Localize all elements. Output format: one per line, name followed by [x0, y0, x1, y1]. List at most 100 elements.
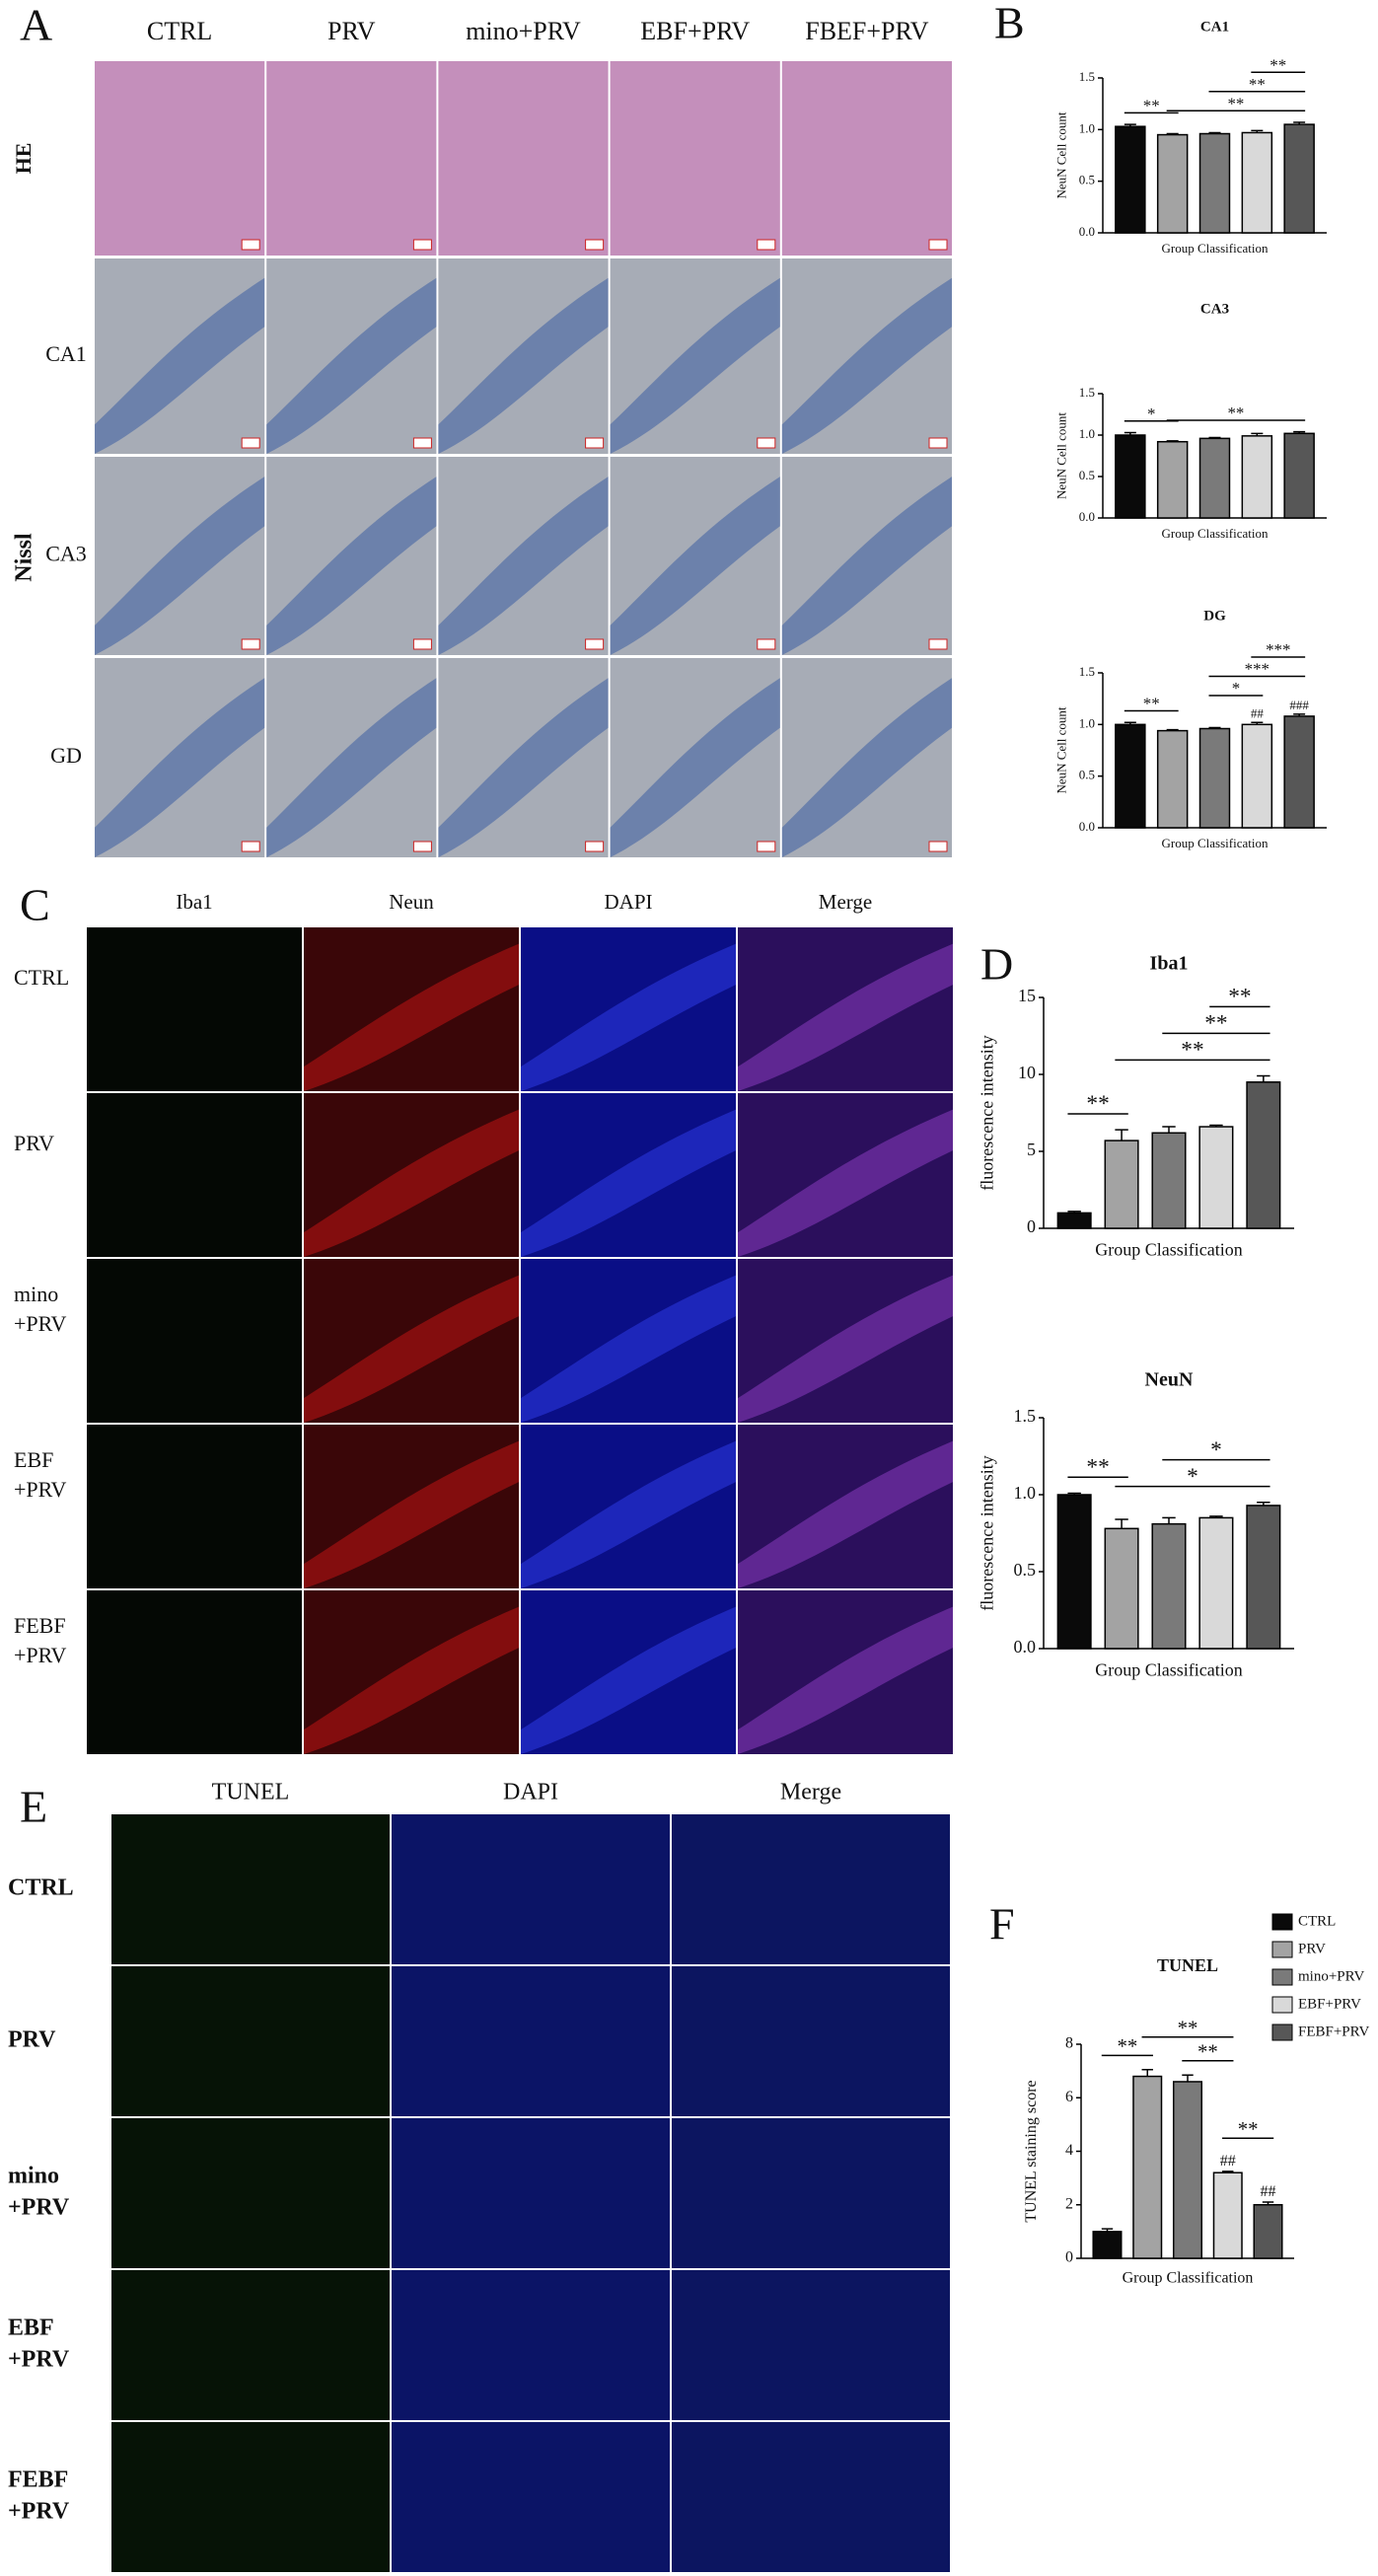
- y-tick-label: 0.5: [1079, 468, 1095, 482]
- column-header: TUNEL: [212, 1780, 290, 1805]
- significance-label: **: [1197, 2040, 1218, 2063]
- column-header: FBEF+PRV: [805, 17, 929, 45]
- bar-label: ###: [1289, 698, 1309, 712]
- tissue-band: [738, 943, 953, 1091]
- column-header: EBF+PRV: [640, 17, 750, 45]
- error-bar: [1251, 432, 1264, 436]
- row-label: CA3: [45, 542, 87, 566]
- row-label: FEBF: [8, 2467, 68, 2493]
- error-bar: [1124, 123, 1136, 127]
- row-label: PRV: [8, 2027, 56, 2053]
- chart-title: TUNEL: [1157, 1955, 1218, 1975]
- error-bar: [1293, 121, 1306, 125]
- bar: [1156, 133, 1189, 234]
- y-axis-label: NeuN Cell count: [1054, 706, 1069, 793]
- error-bar: [1208, 436, 1221, 439]
- significance-label: **: [1249, 75, 1266, 94]
- row-label: EBF: [8, 2316, 54, 2341]
- micrograph: [672, 1814, 950, 1964]
- error-bar: [1262, 2201, 1274, 2205]
- y-tick-label: 0.5: [1079, 768, 1095, 782]
- error-bar: [1162, 1126, 1176, 1134]
- y-tick-label: 2: [1065, 2195, 1073, 2212]
- tissue-band: [304, 1606, 519, 1754]
- legend-label: CTRL: [1298, 1913, 1336, 1929]
- bar: [1246, 1081, 1281, 1229]
- chart-title: DG: [1203, 608, 1226, 624]
- scale-bar: [412, 437, 432, 449]
- group-label: Nissl: [12, 533, 37, 582]
- significance-label: **: [1143, 695, 1160, 713]
- error-bar: [1251, 129, 1264, 133]
- legend-label: EBF+PRV: [1298, 1996, 1361, 2012]
- error-bar: [1209, 1124, 1223, 1128]
- bar: [1104, 1527, 1139, 1650]
- error-bar: [1209, 1515, 1223, 1518]
- x-axis-label: Group Classification: [1123, 2269, 1254, 2286]
- row-label: mino: [14, 1282, 58, 1306]
- y-tick-label: 0: [1027, 1216, 1036, 1236]
- y-axis-label: NeuN Cell count: [1054, 111, 1069, 198]
- micrograph: [392, 2270, 670, 2420]
- bar-label: ##: [1261, 2183, 1276, 2200]
- micrograph: [111, 2270, 390, 2420]
- tissue-band: [266, 477, 437, 655]
- micrograph: [672, 2270, 950, 2420]
- column-header: Neun: [389, 890, 434, 914]
- micrograph: [95, 61, 265, 256]
- bar: [1198, 437, 1231, 519]
- tissue-band: [781, 678, 952, 857]
- tissue-band: [738, 1606, 953, 1754]
- error-bar: [1166, 728, 1179, 731]
- row-label: +PRV: [14, 1643, 67, 1667]
- significance-label: **: [1227, 404, 1244, 422]
- row-label: +PRV: [8, 2347, 70, 2373]
- micrograph: [111, 1814, 390, 1964]
- y-tick-label: 15: [1018, 986, 1036, 1005]
- bar: [1241, 131, 1273, 234]
- column-header: Merge: [780, 1780, 841, 1805]
- y-tick-label: 0.0: [1014, 1637, 1037, 1656]
- scale-bar: [757, 437, 776, 449]
- significance-label: **: [1238, 2118, 1259, 2141]
- significance-label: **: [1227, 94, 1244, 112]
- bar: [1151, 1522, 1187, 1650]
- row-label: FEBF: [14, 1613, 66, 1638]
- y-tick-label: 1.5: [1079, 385, 1095, 400]
- y-tick-label: 6: [1065, 2089, 1073, 2105]
- tissue-band: [781, 277, 952, 454]
- error-bar: [1115, 1518, 1128, 1529]
- scale-bar: [757, 239, 776, 251]
- x-axis-label: Group Classification: [1095, 1240, 1242, 1260]
- column-header: mino+PRV: [466, 17, 581, 45]
- tissue-band: [521, 1440, 736, 1588]
- micrograph: [392, 2422, 670, 2572]
- error-bar: [1067, 1492, 1081, 1495]
- error-bar: [1251, 721, 1264, 725]
- tissue-band: [304, 1109, 519, 1257]
- tissue-band: [266, 277, 437, 454]
- y-tick-label: 8: [1065, 2035, 1073, 2052]
- y-tick-label: 0.5: [1014, 1560, 1037, 1580]
- row-label: GD: [50, 743, 82, 768]
- bar: [1056, 1494, 1092, 1650]
- y-tick-label: 5: [1027, 1140, 1036, 1159]
- micrograph: [781, 61, 952, 256]
- legend-swatch: [1271, 1996, 1293, 2014]
- significance-label: **: [1228, 985, 1251, 1010]
- tissue-band: [438, 477, 609, 655]
- error-bar: [1141, 2069, 1153, 2077]
- y-axis-label: TUNEL staining score: [1023, 2080, 1040, 2222]
- bar: [1132, 2075, 1163, 2259]
- y-tick-label: 0.0: [1079, 509, 1095, 524]
- chart-title: CA3: [1200, 301, 1229, 317]
- bar: [1246, 1505, 1281, 1650]
- micrograph: [87, 1590, 302, 1754]
- chart-title: Iba1: [1150, 953, 1189, 975]
- micrograph: [392, 2118, 670, 2268]
- tissue-band: [95, 277, 265, 454]
- bar: [1253, 2204, 1283, 2259]
- micrograph: [392, 1966, 670, 2116]
- significance-label: *: [1147, 405, 1155, 423]
- y-axis-label: fluorescence intensity: [977, 1455, 996, 1610]
